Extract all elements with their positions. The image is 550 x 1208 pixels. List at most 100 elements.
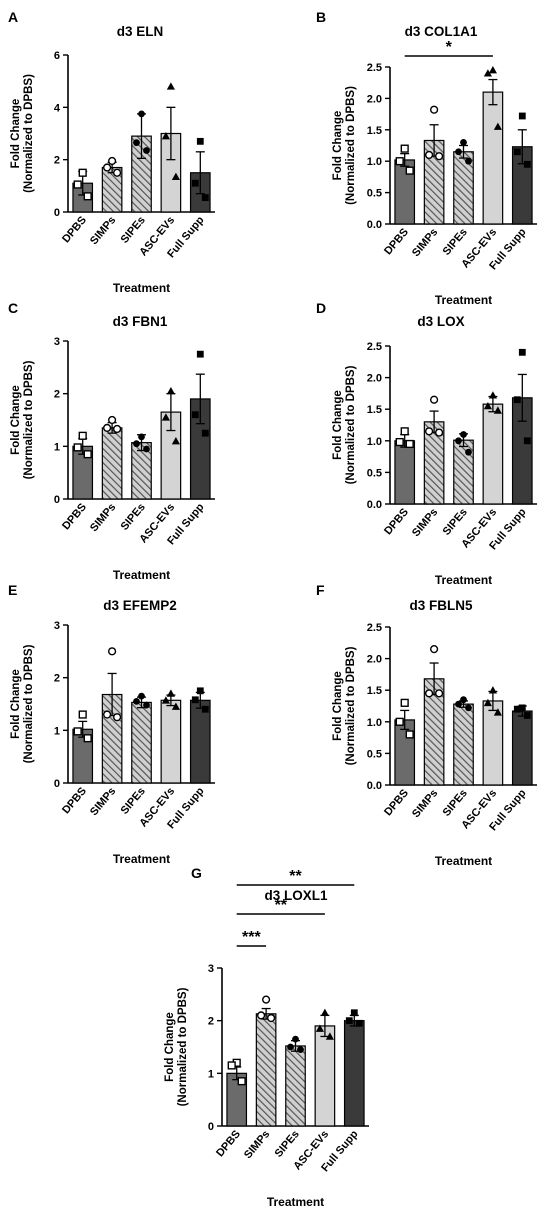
y-axis-label-line: (Normalized to DPBS) — [23, 644, 35, 763]
data-point — [143, 701, 150, 709]
data-point — [161, 696, 170, 704]
y-axis-label-line: (Normalized to DPBS) — [177, 987, 189, 1106]
significance-label: ** — [275, 897, 288, 914]
x-tick-label: DPBS — [214, 1128, 243, 1159]
data-point — [400, 698, 409, 707]
x-axis-label: Treatment — [435, 573, 492, 587]
y-tick-label: 1.5 — [367, 125, 382, 137]
chart-title: d3 COL1A1 — [405, 24, 478, 39]
data-point — [455, 437, 462, 445]
data-point — [107, 156, 117, 166]
x-tick-label: SIMPs — [88, 214, 118, 247]
data-point — [455, 700, 462, 708]
y-tick-label: 1.0 — [367, 156, 382, 168]
bar-asc-evs — [314, 1025, 336, 1127]
y-axis-label-line: (Normalized to DPBS) — [345, 646, 357, 765]
y-axis-label: Fold Change(Normalized to DPBS) — [332, 365, 357, 484]
x-tick-label: SIPEs — [441, 506, 470, 538]
data-point — [78, 431, 87, 440]
data-point — [493, 406, 502, 414]
data-point — [425, 150, 434, 160]
y-axis-label-line: Fold Change — [164, 1012, 176, 1082]
data-point — [78, 710, 87, 719]
data-point — [513, 396, 521, 404]
data-point — [262, 995, 271, 1004]
panel-label: F — [316, 582, 325, 598]
y-tick-label: 0.0 — [367, 780, 382, 792]
y-tick-label: 0.5 — [367, 188, 382, 200]
bar-simps — [255, 1013, 277, 1127]
panel-e: Ed3 EFEMP2 0 1 2 3 Fold Change(Normalized to … — [8, 582, 215, 866]
data-point — [257, 1011, 266, 1020]
significance-label: *** — [242, 929, 261, 946]
data-point — [325, 1032, 334, 1040]
y-tick-label: 3 — [208, 963, 214, 975]
bar-simps — [101, 427, 123, 500]
y-tick-label: 1.5 — [367, 685, 382, 697]
panel-f: Fd3 FBLN5 0.0 0.5 1.0 1.5 2.0 2.5 Fold Change(N… — [316, 582, 537, 868]
data-point — [102, 710, 112, 719]
data-point — [493, 122, 502, 130]
x-tick-label: SIMPs — [410, 506, 440, 539]
data-point — [73, 180, 82, 189]
y-axis-label-line: (Normalized to DPBS) — [345, 86, 357, 205]
data-point — [191, 179, 199, 187]
data-point — [483, 69, 492, 77]
data-point — [395, 717, 404, 726]
y-axis-label: Fold Change(Normalized to DPBS) — [332, 646, 357, 765]
data-point — [107, 415, 117, 425]
bar-sipes — [285, 1045, 306, 1127]
chart-title: d3 FBLN5 — [409, 598, 472, 613]
data-point — [493, 708, 502, 716]
x-tick-label: DPBS — [382, 226, 411, 257]
y-tick-label: 2.5 — [367, 341, 382, 353]
data-point — [435, 152, 444, 161]
data-point — [102, 163, 112, 172]
y-axis-label-line: (Normalized to DPBS) — [345, 365, 357, 484]
data-point — [196, 137, 204, 145]
x-tick-label: DPBS — [60, 214, 89, 245]
chart-title: d3 FBN1 — [113, 314, 168, 329]
y-axis-label-line: Fold Change — [332, 111, 344, 181]
x-tick-label: SIPEs — [441, 787, 470, 819]
data-point — [191, 411, 199, 419]
data-point — [143, 147, 150, 154]
y-tick-label: 2 — [54, 155, 60, 167]
data-point — [488, 391, 497, 399]
data-point — [465, 704, 472, 712]
y-axis-label: Fold Change(Normalized to DPBS) — [10, 360, 35, 479]
significance-label: ** — [289, 868, 302, 885]
x-axis-label: Treatment — [435, 293, 492, 307]
data-point — [166, 386, 175, 395]
bar-dpbs — [394, 440, 416, 505]
y-tick-label: 3 — [54, 620, 60, 632]
data-point — [430, 105, 439, 114]
bar-sipes — [453, 703, 474, 786]
data-point — [297, 1046, 304, 1054]
y-tick-label: 1 — [54, 725, 60, 737]
data-point — [166, 82, 175, 90]
data-point — [143, 445, 150, 453]
y-axis-label-line: Fold Change — [10, 99, 22, 169]
data-point — [73, 443, 82, 452]
y-tick-label: 1.0 — [367, 717, 382, 729]
x-tick-label: SIPEs — [273, 1128, 302, 1160]
data-point — [345, 1017, 353, 1025]
bar-asc-evs — [482, 91, 504, 225]
y-tick-label: 0 — [54, 778, 60, 790]
x-axis-label: Treatment — [113, 281, 170, 295]
data-point — [400, 427, 409, 436]
data-point — [405, 730, 414, 739]
y-axis-label-line: Fold Change — [10, 669, 22, 739]
data-point — [138, 692, 145, 700]
data-point — [138, 110, 145, 118]
bar-asc-evs — [482, 403, 504, 505]
y-tick-label: 0.0 — [367, 219, 382, 231]
bar-full-supp — [189, 699, 211, 784]
data-point — [425, 427, 434, 436]
data-point — [112, 713, 122, 722]
data-point — [133, 139, 140, 147]
data-point — [112, 168, 122, 177]
bar-asc-evs — [160, 699, 182, 784]
x-axis-label: Treatment — [435, 854, 492, 868]
